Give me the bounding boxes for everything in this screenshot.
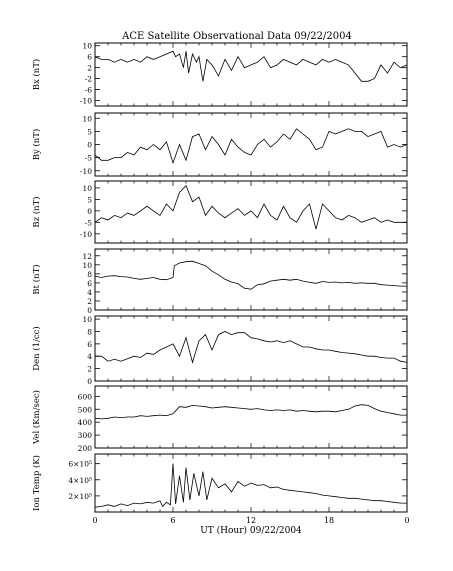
x-tick-label: 6 bbox=[170, 516, 175, 525]
y-tick-label: -6 bbox=[85, 86, 93, 95]
panel-7: 6×10⁵ 4×10⁵ 2×10⁵ Ion Temp (K) bbox=[31, 453, 408, 513]
x-tick-label: 0 bbox=[404, 516, 409, 525]
series-line bbox=[94, 260, 407, 290]
y-tick-label: 400 bbox=[78, 418, 93, 427]
y-tick-label: -10 bbox=[80, 230, 92, 239]
y-axis-label: Den (1/cc) bbox=[31, 326, 42, 370]
panel-6: 600 500 400 300 200 Vel (Km/sec) bbox=[31, 385, 408, 453]
y-tick-label: -10 bbox=[80, 97, 92, 106]
y-tick-label: 5 bbox=[87, 127, 92, 136]
y-tick-label: 10 bbox=[82, 184, 92, 193]
y-axis-label: Bt (nT) bbox=[31, 264, 42, 294]
y-axis-label: Ion Temp (K) bbox=[31, 455, 42, 511]
y-tick-label: 2 bbox=[87, 297, 92, 306]
y-tick-label: 2×10⁵ bbox=[68, 492, 92, 501]
y-tick-label: -10 bbox=[80, 167, 92, 176]
y-tick-label: 4×10⁵ bbox=[68, 476, 92, 485]
x-axis-label: UT (Hour) 09/22/2004 bbox=[200, 525, 302, 536]
y-tick-label: 200 bbox=[78, 444, 93, 453]
y-axis-label: By (nT) bbox=[31, 129, 42, 161]
series-line bbox=[94, 404, 407, 420]
y-axis-label: Vel (Km/sec) bbox=[31, 390, 42, 445]
panel-1: 10 6 2 -2 -6 -10 Bx (nT) bbox=[31, 42, 408, 107]
y-tick-label: 300 bbox=[78, 431, 93, 440]
x-tick-label: 0 bbox=[92, 516, 97, 525]
y-tick-label: 4 bbox=[87, 352, 92, 361]
panel-2: 10 5 0 -5 -10 By (nT) bbox=[31, 112, 408, 177]
y-tick-label: 500 bbox=[78, 405, 93, 414]
series-line bbox=[94, 128, 408, 165]
y-tick-label: 12 bbox=[82, 252, 92, 261]
series-line bbox=[94, 50, 408, 82]
y-axis-label: Bx (nT) bbox=[31, 59, 42, 91]
y-tick-label: 0 bbox=[87, 306, 92, 315]
y-tick-label: 2 bbox=[87, 64, 92, 73]
x-tick-label: 18 bbox=[324, 516, 334, 525]
series-line bbox=[94, 463, 407, 508]
y-tick-label: 6 bbox=[87, 53, 92, 62]
y-tick-label: 0 bbox=[87, 141, 92, 150]
y-tick-label: -5 bbox=[85, 218, 93, 227]
y-tick-label: -2 bbox=[85, 75, 93, 84]
x-tick-label: 12 bbox=[246, 516, 256, 525]
y-tick-label: 4 bbox=[87, 288, 92, 297]
y-tick-label: -5 bbox=[85, 154, 93, 163]
chart-panels: 10 6 2 -2 -6 -10 Bx (nT) 10 5 0 -5 -10 By (nT) 10 5 0 -5… bbox=[31, 42, 410, 525]
series-line bbox=[94, 184, 407, 230]
series-line bbox=[95, 331, 408, 364]
y-tick-label: 6×10⁵ bbox=[68, 460, 92, 469]
y-tick-label: 600 bbox=[78, 392, 93, 401]
y-tick-label: 6 bbox=[87, 279, 92, 288]
y-tick-label: 8 bbox=[87, 270, 92, 279]
y-tick-label: 5 bbox=[87, 195, 92, 204]
y-tick-label: 8 bbox=[87, 327, 92, 336]
y-tick-label: 0 bbox=[87, 207, 92, 216]
y-tick-label: 0 bbox=[87, 377, 92, 386]
y-tick-label: 10 bbox=[82, 42, 92, 51]
y-tick-label: 10 bbox=[82, 114, 92, 123]
y-tick-label: 2 bbox=[87, 365, 92, 374]
y-tick-label: 10 bbox=[82, 315, 92, 324]
panel-3: 10 5 0 -5 -10 Bz (nT) bbox=[31, 180, 408, 244]
y-axis-label: Bz (nT) bbox=[31, 196, 42, 227]
y-tick-label: 10 bbox=[82, 261, 92, 270]
chart-title: ACE Satellite Observational Data 09/22/2… bbox=[121, 31, 352, 42]
panel-5: 10 8 6 4 2 0 Den (1/cc) bbox=[31, 315, 408, 386]
y-tick-label: 6 bbox=[87, 340, 92, 349]
